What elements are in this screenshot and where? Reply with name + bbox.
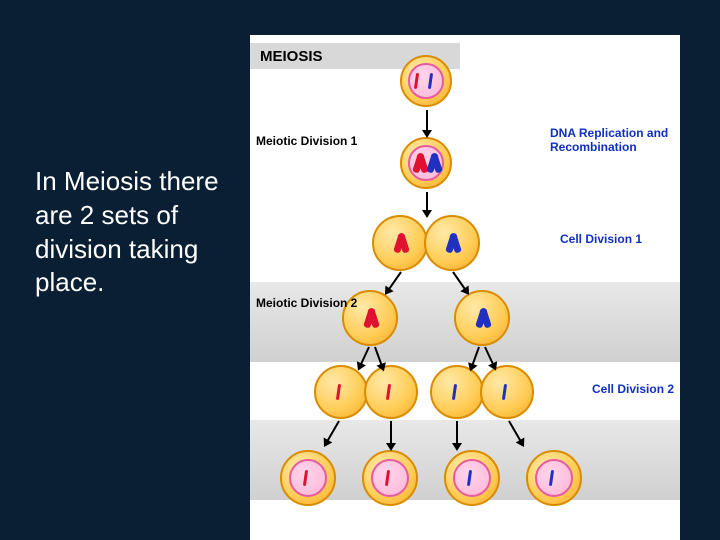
chromosome-icon [549, 470, 554, 486]
arrow-icon [390, 421, 392, 445]
explanatory-text: In Meiosis there are 2 sets of division … [35, 165, 235, 300]
arrow-icon [426, 110, 428, 132]
diagram-title: MEIOSIS [260, 48, 323, 65]
cell-c0 [400, 55, 452, 107]
cell-c5d [526, 450, 582, 506]
label-dna-replication: DNA Replication and Recombination [550, 127, 680, 155]
chromosome-icon [385, 470, 390, 486]
label-cell-div-2: Cell Division 2 [592, 383, 674, 397]
label-cell-div-1: Cell Division 1 [560, 233, 642, 247]
chromosome-icon [467, 470, 472, 486]
chromosome-icon [303, 470, 308, 486]
nucleus [408, 145, 443, 180]
cell-c4d [480, 365, 534, 419]
cell-c5b [362, 450, 418, 506]
meiosis-diagram: MEIOSIS Meiotic Division 1 Meiotic Divis… [250, 35, 680, 540]
label-meiotic-div-2: Meiotic Division 2 [256, 297, 357, 311]
cell-c4b [364, 365, 418, 419]
chromosome-icon [452, 384, 457, 400]
arrow-icon [426, 192, 428, 212]
label-meiotic-div-1: Meiotic Division 1 [256, 135, 357, 149]
cell-c1 [400, 137, 452, 189]
cell-c4a [314, 365, 368, 419]
chromosome-icon [386, 384, 391, 400]
chromosome-icon [502, 384, 507, 400]
nucleus [289, 459, 327, 497]
chromosome-icon [336, 384, 341, 400]
cell-c2b [424, 215, 480, 271]
cell-c5a [280, 450, 336, 506]
cell-c5c [444, 450, 500, 506]
cell-c4c [430, 365, 484, 419]
nucleus [453, 459, 491, 497]
cell-c3b [454, 290, 510, 346]
chromosome-icon [428, 73, 433, 89]
nucleus [535, 459, 573, 497]
cell-c2a [372, 215, 428, 271]
arrow-icon [456, 421, 458, 445]
nucleus [408, 63, 443, 98]
nucleus [371, 459, 409, 497]
chromosome-icon [414, 73, 419, 89]
